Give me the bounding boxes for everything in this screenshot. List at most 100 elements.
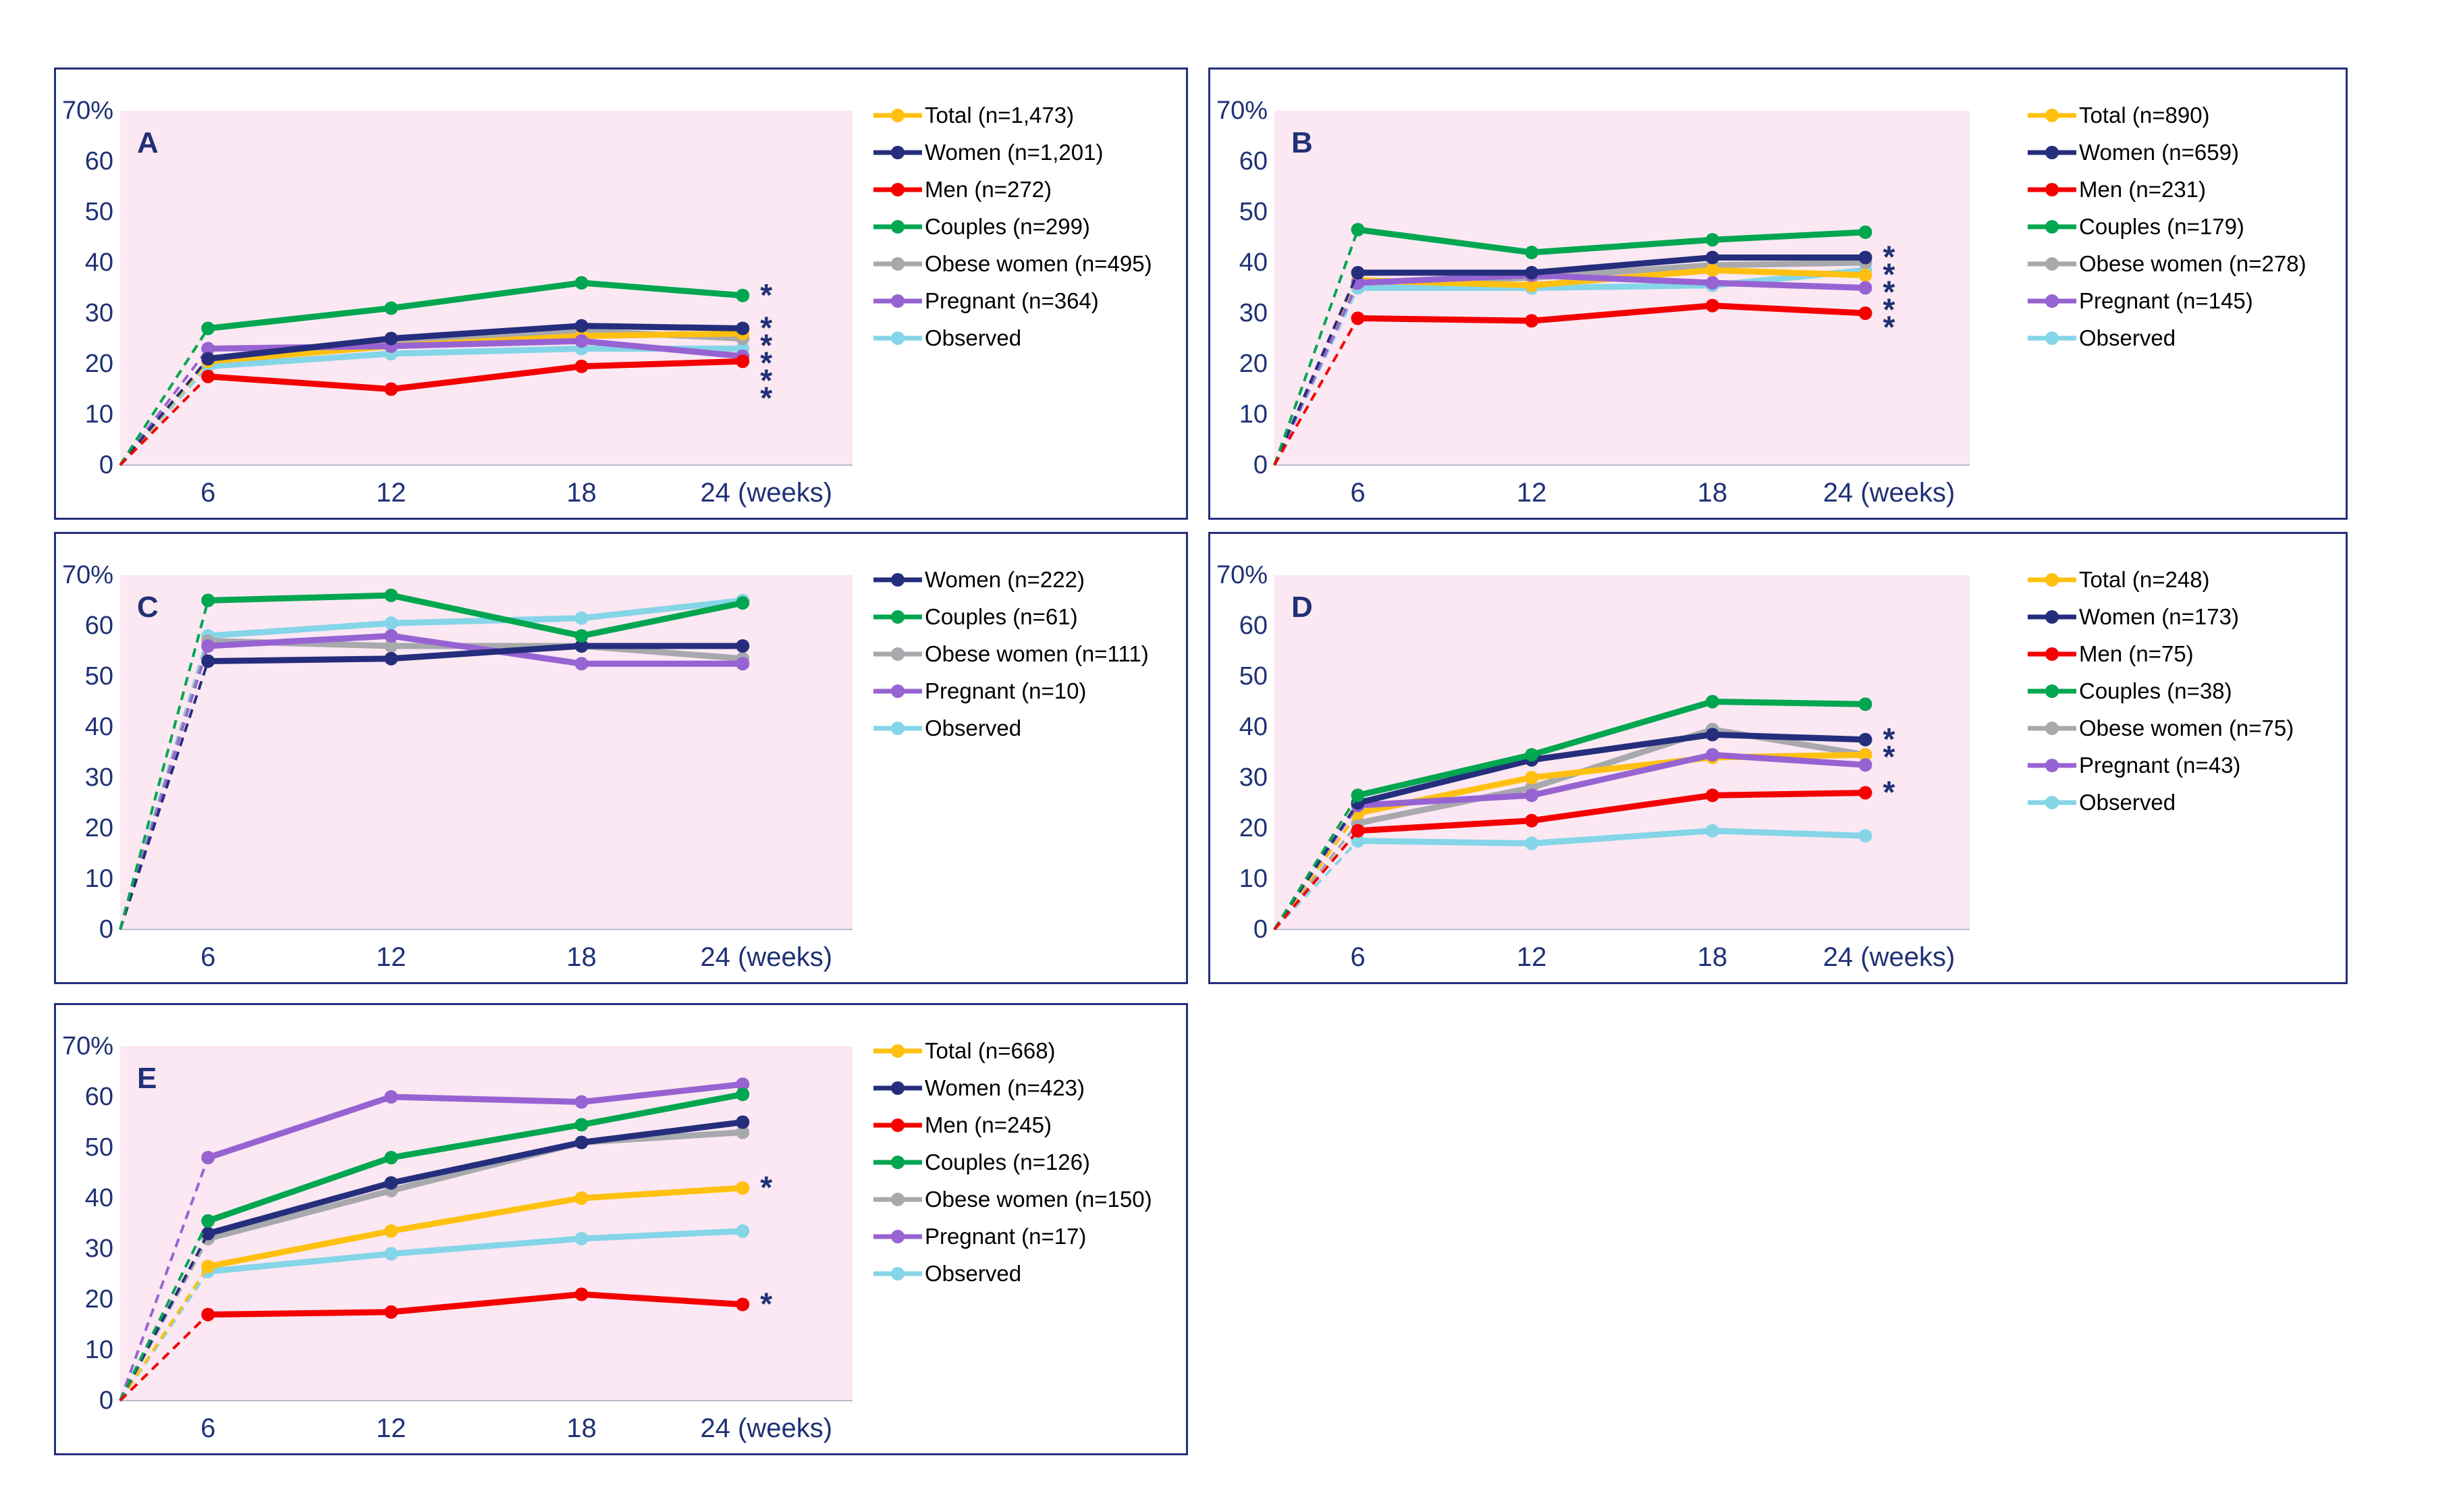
significance-asterisk: *: [1883, 739, 1895, 774]
legend-item: Obese women (n=111): [873, 635, 1149, 672]
svg-text:0: 0: [99, 915, 113, 944]
chart-E: 70% 60 50 40 30 20 10 0 6 12 18 24 (weeks) E * *: [62, 1032, 853, 1443]
legend-line-marker-icon: [873, 108, 922, 122]
panel-letter: E: [137, 1062, 157, 1095]
legend-item-label: Men (n=75): [2079, 641, 2194, 666]
legend-item: Couples (n=61): [873, 598, 1149, 635]
svg-text:30: 30: [85, 1235, 113, 1263]
legend-line-marker-icon: [2028, 331, 2076, 345]
svg-text:20: 20: [85, 350, 113, 378]
legend-item-label: Pregnant (n=17): [925, 1224, 1087, 1249]
legend-line-marker-icon: [873, 572, 922, 587]
significance-asterisk: *: [1883, 275, 1895, 310]
legend-item-label: Women (n=423): [925, 1075, 1085, 1100]
legend-item-label: Couples (n=126): [925, 1150, 1090, 1174]
panel-letter: A: [137, 126, 159, 159]
svg-text:0: 0: [99, 451, 113, 479]
legend-item: Pregnant (n=43): [2027, 747, 2294, 784]
legend-line-marker-icon: [873, 1155, 922, 1169]
svg-text:6: 6: [200, 942, 215, 972]
svg-text:10: 10: [85, 400, 113, 429]
legend-item: Men (n=75): [2027, 635, 2294, 672]
svg-text:70%: 70%: [1216, 97, 1268, 125]
legend-line-marker-icon: [873, 1044, 922, 1058]
svg-text:50: 50: [85, 1133, 113, 1162]
legend-line-marker-icon: [2028, 572, 2076, 587]
svg-text:20: 20: [85, 1285, 113, 1314]
legend-item-label: Pregnant (n=364): [925, 288, 1099, 313]
legend-E: Total (n=668) Women (n=423) Men (n=245) …: [873, 1032, 1152, 1292]
legend-item: Observed: [2027, 319, 2306, 356]
legend-item: Observed: [2027, 784, 2294, 821]
legend-line-marker-icon: [873, 219, 922, 234]
legend-line-marker-icon: [873, 331, 922, 345]
panel-E: 70% 60 50 40 30 20 10 0 6 12 18 24 (weeks) E * * Total…: [54, 1003, 1188, 1455]
legend-item: Pregnant (n=10): [873, 672, 1149, 709]
legend-line-marker-icon: [2028, 256, 2076, 271]
svg-text:12: 12: [1517, 478, 1547, 508]
legend-line-marker-icon: [873, 647, 922, 661]
svg-text:40: 40: [85, 1184, 113, 1212]
legend-item-label: Couples (n=179): [2079, 214, 2244, 239]
panel-B: 70% 60 50 40 30 20 10 0 6 12 18 24 (weeks) B * * * * * To…: [1208, 68, 2348, 520]
legend-item: Obese women (n=278): [2027, 245, 2306, 282]
legend-item-label: Obese women (n=495): [925, 251, 1152, 276]
svg-text:60: 60: [85, 147, 113, 176]
legend-item-label: Couples (n=38): [2079, 678, 2232, 703]
svg-text:70%: 70%: [62, 97, 113, 125]
legend-item: Women (n=659): [2027, 134, 2306, 171]
legend-item: Women (n=423): [873, 1069, 1152, 1106]
legend-item: Total (n=890): [2027, 97, 2306, 134]
legend-item-label: Total (n=248): [2079, 567, 2210, 592]
svg-text:0: 0: [99, 1386, 113, 1415]
svg-text:10: 10: [1239, 865, 1268, 893]
legend-item: Pregnant (n=17): [873, 1218, 1152, 1255]
legend-item: Total (n=1,473): [873, 97, 1152, 134]
legend-item-label: Men (n=245): [925, 1112, 1052, 1137]
svg-text:50: 50: [1239, 198, 1268, 226]
legend-item-label: Observed: [2079, 325, 2176, 350]
significance-asterisk: *: [1883, 775, 1895, 810]
legend-item-label: Pregnant (n=10): [925, 678, 1087, 703]
legend-line-marker-icon: [2028, 108, 2076, 122]
svg-text:60: 60: [85, 612, 113, 640]
legend-item-label: Pregnant (n=145): [2079, 288, 2253, 313]
svg-text:18: 18: [566, 942, 597, 972]
legend-item: Total (n=668): [873, 1032, 1152, 1069]
legend-item-label: Total (n=890): [2079, 103, 2210, 128]
legend-line-marker-icon: [873, 1266, 922, 1280]
svg-text:24 (weeks): 24 (weeks): [700, 478, 832, 508]
svg-text:50: 50: [1239, 662, 1268, 691]
legend-line-marker-icon: [2028, 721, 2076, 735]
legend-line-marker-icon: [873, 1192, 922, 1206]
legend-line-marker-icon: [873, 721, 922, 735]
svg-text:60: 60: [85, 1083, 113, 1111]
svg-text:60: 60: [1239, 147, 1268, 176]
legend-line-marker-icon: [873, 684, 922, 698]
svg-text:24 (weeks): 24 (weeks): [700, 1413, 832, 1443]
legend-item: Women (n=1,201): [873, 134, 1152, 171]
svg-text:60: 60: [1239, 612, 1268, 640]
svg-text:40: 40: [1239, 248, 1268, 277]
svg-text:40: 40: [85, 248, 113, 277]
legend-line-marker-icon: [873, 1229, 922, 1243]
legend-item-label: Couples (n=61): [925, 604, 1078, 629]
legend-item-label: Women (n=222): [925, 567, 1085, 592]
svg-text:18: 18: [566, 478, 597, 508]
legend-item: Couples (n=126): [873, 1143, 1152, 1181]
panel-A: 70% 60 50 40 30 20 10 0 6 12 18 24 (weeks) A * * * * * * T…: [54, 68, 1188, 520]
legend-line-marker-icon: [2028, 294, 2076, 308]
legend-line-marker-icon: [873, 1081, 922, 1095]
panel-letter: C: [137, 591, 159, 624]
legend-line-marker-icon: [2028, 758, 2076, 772]
svg-text:30: 30: [85, 299, 113, 327]
significance-asterisk: *: [760, 277, 772, 313]
significance-asterisk: *: [760, 363, 772, 398]
legend-item-label: Total (n=1,473): [925, 103, 1075, 128]
legend-item: Women (n=222): [873, 561, 1149, 598]
legend-D: Total (n=248) Women (n=173) Men (n=75) C…: [2027, 561, 2294, 821]
svg-text:50: 50: [85, 198, 113, 226]
significance-asterisk: *: [760, 328, 772, 363]
